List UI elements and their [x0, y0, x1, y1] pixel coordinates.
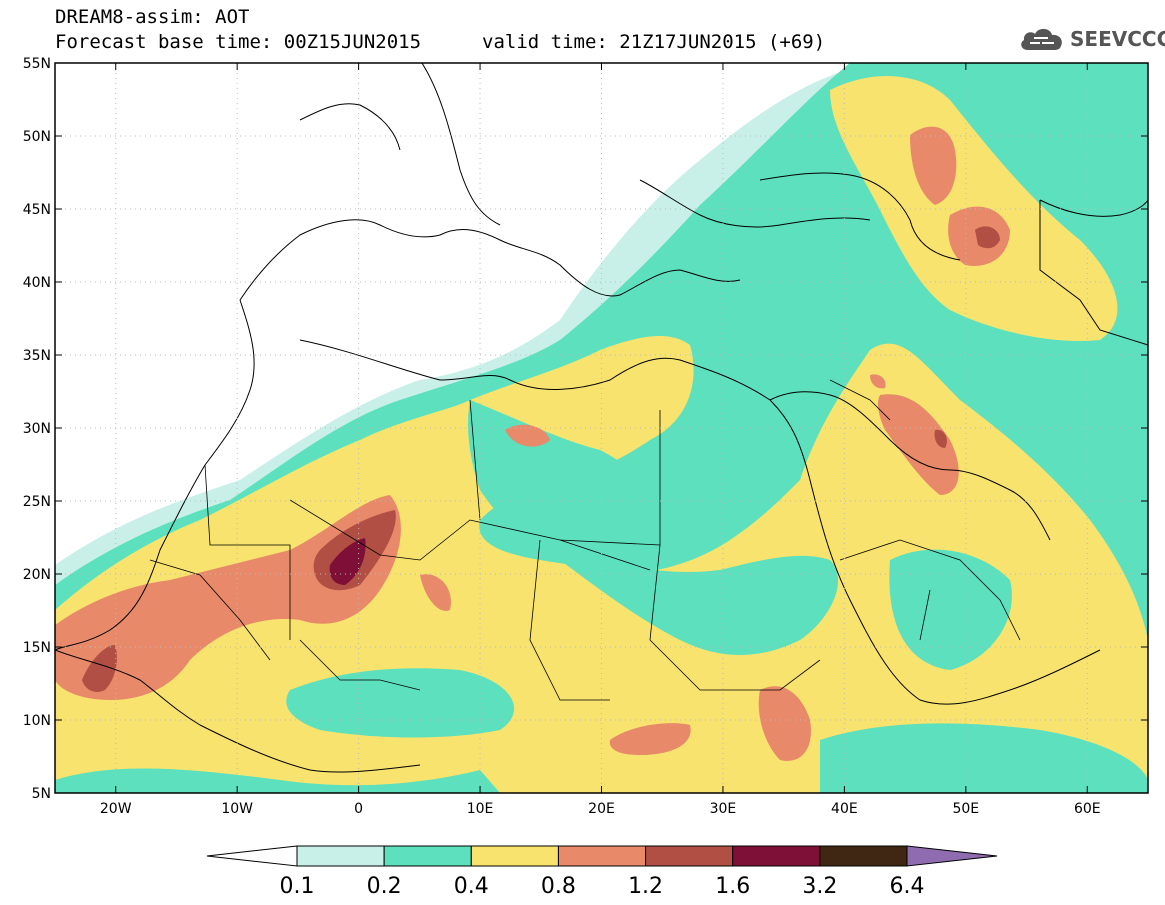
lon-label: 0 [354, 801, 363, 817]
lat-label: 15N [23, 640, 51, 656]
aot-band-0-2-inner-c [286, 668, 515, 738]
lon-label: 40E [831, 801, 858, 817]
longitude-ticks: 20W 10W 0 10E 20E 30E 40E 50E 60E [100, 63, 1101, 817]
colorbar-bin [296, 845, 385, 867]
colorbar-bins [296, 845, 908, 867]
coastlines [55, 63, 1148, 773]
colorbar-labels: 0.1 0.2 0.4 0.8 1.2 1.6 3.2 6.4 [280, 874, 925, 899]
aot-band-1-2-iraq [934, 429, 947, 448]
colorbar-bin [732, 845, 821, 867]
seevccc-logo: SEEVCCC [1018, 22, 1165, 56]
product-title: DREAM8-assim: AOT [55, 6, 250, 28]
aot-band-0-8-caspian [910, 126, 957, 205]
lat-label: 45N [23, 202, 51, 218]
colorbar-bin [383, 845, 472, 867]
colorbar-label: 3.2 [802, 874, 837, 899]
colorbar-label: 1.6 [715, 874, 750, 899]
lat-label: 55N [23, 56, 51, 72]
colorbar-label: 6.4 [890, 874, 925, 899]
colorbar-label: 0.1 [280, 874, 315, 899]
aot-band-0-8-sudan [758, 686, 811, 761]
lat-label: 35N [23, 348, 51, 364]
grid-lines [55, 63, 1148, 793]
lon-label: 20E [588, 801, 615, 817]
aot-band-0-8-iraq [877, 394, 959, 495]
aot-band-0-8-niger [420, 574, 451, 611]
colorbar-bin [470, 845, 559, 867]
valid-time: valid time: 21Z17JUN2015 (+69) [482, 31, 826, 53]
aot-band-1-2-senegal [82, 645, 117, 692]
lon-label: 10W [221, 801, 253, 817]
latitude-ticks: 55N 50N 45N 40N 35N 30N 25N 20N 15N 10N 5N [23, 56, 1148, 802]
aot-band-0-2-east [820, 723, 1148, 793]
lat-label: 50N [23, 129, 51, 145]
aot-band-0-2-south [55, 768, 500, 793]
aot-band-0-8-chad [609, 723, 691, 755]
aot-band-1-6-core [329, 538, 366, 585]
base-time: Forecast base time: 00Z15JUN2015 [55, 31, 422, 53]
colorbar-bin [819, 845, 908, 867]
colorbar-bin [645, 845, 734, 867]
lat-label: 20N [23, 567, 51, 583]
aot-band-0-8-west [55, 495, 401, 700]
aot-band-0-8-libya [505, 424, 550, 447]
lat-label: 5N [32, 786, 51, 802]
colorbar-label: 0.2 [367, 874, 402, 899]
lat-label: 40N [23, 275, 51, 291]
lon-label: 10E [467, 801, 494, 817]
lat-label: 10N [23, 713, 51, 729]
lon-label: 60E [1074, 801, 1101, 817]
aot-band-0-2-inner-b [560, 555, 839, 655]
lon-label: 20W [100, 801, 132, 817]
colorbar-label: 0.8 [541, 874, 576, 899]
aot-band-0-8-algeria [870, 374, 886, 389]
colorbar-label: 1.2 [628, 874, 663, 899]
colorbar-label: 0.4 [454, 874, 489, 899]
lon-label: 50E [952, 801, 979, 817]
aot-band-1-2-caspian [975, 226, 1000, 249]
lat-label: 30N [23, 421, 51, 437]
country-borders [149, 379, 1021, 701]
colorbar-bin [557, 845, 647, 867]
logo-text: SEEVCCC [1070, 27, 1165, 51]
colorbar-under-arrow [206, 845, 298, 867]
lat-label: 25N [23, 494, 51, 510]
lon-label: 30E [710, 801, 737, 817]
colorbar-over-arrow [906, 845, 998, 867]
cloud-icon [1021, 28, 1062, 50]
